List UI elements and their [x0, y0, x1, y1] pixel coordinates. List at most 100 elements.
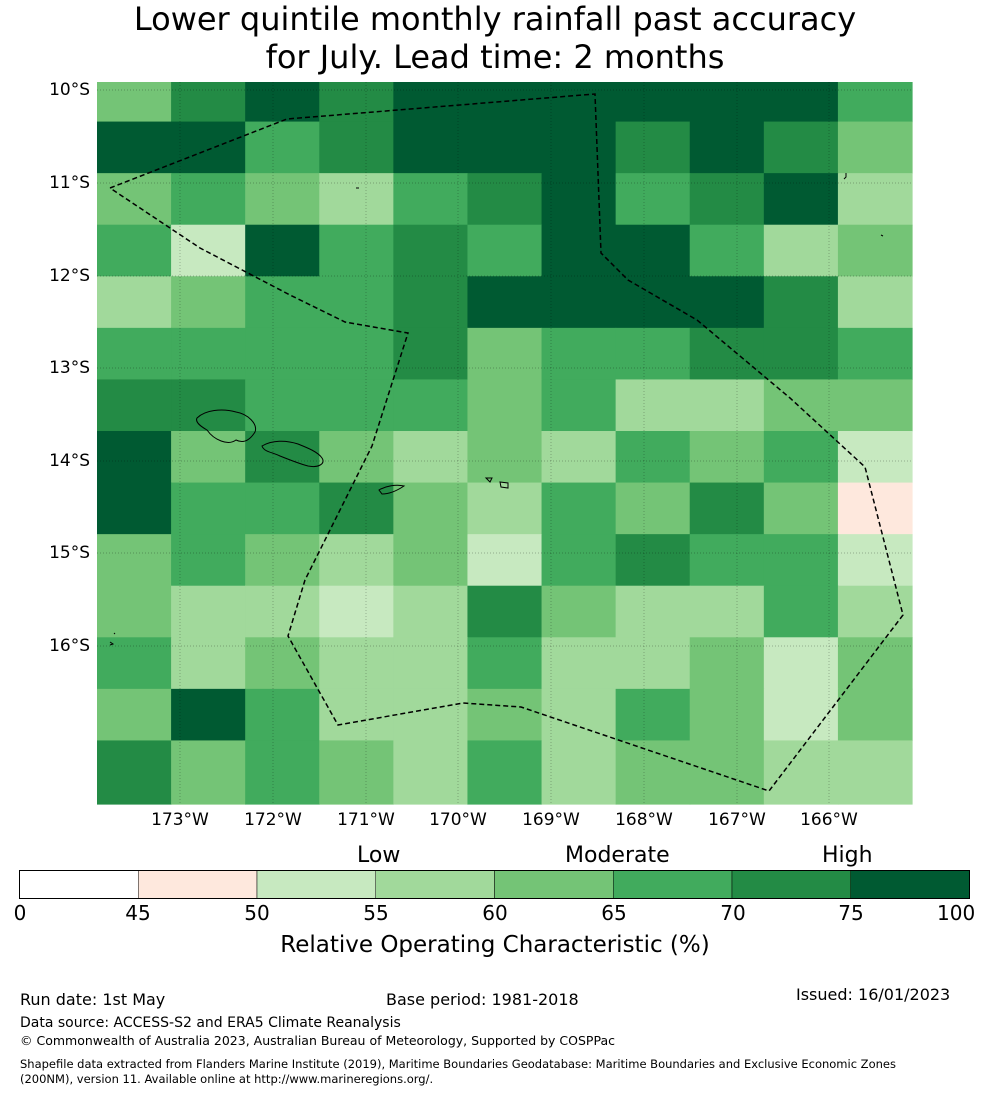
grid-cell: [615, 121, 691, 174]
grid-cell: [467, 534, 543, 587]
grid-cell: [319, 688, 394, 742]
grid-cell: [837, 534, 913, 587]
lon-label: 172°W: [244, 810, 302, 830]
grid-cell: [837, 121, 913, 174]
grid-cell: [837, 82, 913, 123]
grid-cell: [467, 82, 543, 123]
grid-cell: [837, 740, 913, 805]
grid-cell: [615, 173, 691, 226]
islet-far-east: [880, 234, 884, 237]
grid-cell: [837, 224, 913, 277]
grid-cell: [615, 482, 691, 535]
grid-cell: [393, 173, 469, 226]
lon-label: 169°W: [522, 810, 580, 830]
lon-label: 168°W: [615, 810, 673, 830]
grid-cell: [763, 637, 839, 690]
grid-cell: [467, 379, 543, 432]
grid-cell: [615, 379, 691, 432]
grid-cell: [837, 327, 913, 381]
grid-cell: [467, 482, 543, 535]
grid-cell: [467, 224, 543, 277]
lat-label: 10°S: [49, 80, 90, 100]
grid-cell: [763, 585, 839, 638]
grid-cell: [171, 121, 246, 174]
grid-cell: [837, 173, 913, 226]
grid-cell: [319, 379, 394, 432]
grid-cell: [541, 121, 617, 174]
chart-title: Lower quintile monthly rainfall past acc…: [0, 0, 990, 76]
grid-cell: [319, 482, 394, 535]
grid-cell: [689, 688, 765, 742]
grid-cell: [97, 327, 172, 381]
category-low: Low: [357, 843, 401, 868]
grid-cell: [837, 431, 913, 484]
grid-cell: [319, 173, 394, 226]
grid-cell: [541, 482, 617, 535]
grid-cell: [467, 637, 543, 690]
base-period: Base period: 1981-2018: [386, 990, 579, 1009]
grid-cell: [689, 534, 765, 587]
lat-label: 12°S: [49, 266, 90, 286]
grid-cell: [245, 379, 320, 432]
grid-cell: [245, 585, 320, 638]
grid-cell: [689, 482, 765, 535]
lon-label: 167°W: [708, 810, 766, 830]
eez-boundary: [109, 93, 904, 792]
grid-cells: [97, 82, 913, 805]
grid-cell: [97, 534, 172, 587]
grid-cell: [837, 688, 913, 742]
grid-cell: [689, 585, 765, 638]
grid-cell: [393, 585, 469, 638]
grid-cell: [467, 327, 543, 381]
grid-cell: [763, 173, 839, 226]
islet-southwest: [109, 632, 116, 646]
grid-cell: [97, 82, 172, 123]
grid-cell: [763, 688, 839, 742]
grid-cell: [393, 431, 469, 484]
grid-cell: [467, 431, 543, 484]
colorbar-tick: 50: [244, 901, 270, 925]
grid-cell: [171, 276, 246, 329]
grid-cell: [319, 534, 394, 587]
grid-cell: [689, 637, 765, 690]
lat-label: 11°S: [49, 173, 90, 193]
grid-cell: [171, 224, 246, 277]
grid-cell: [97, 585, 172, 638]
grid-cell: [467, 121, 543, 174]
colorbar-tick: 70: [720, 901, 746, 925]
data-source: Data source: ACCESS-S2 and ERA5 Climate …: [20, 1015, 401, 1031]
colorbar-tick: 55: [363, 901, 389, 925]
grid-cell: [689, 121, 765, 174]
lon-label: 171°W: [337, 810, 395, 830]
grid-cell: [171, 431, 246, 484]
colorbar-segment: [375, 870, 495, 899]
grid-cell: [763, 534, 839, 587]
lat-label: 14°S: [49, 451, 90, 471]
title-line-1: Lower quintile monthly rainfall past acc…: [133, 0, 857, 38]
grid-cell: [541, 224, 617, 277]
grid-cell: [393, 482, 469, 535]
grid-cell: [393, 327, 469, 381]
colorbar: [19, 870, 970, 899]
lon-label: 170°W: [429, 810, 487, 830]
grid-cell: [689, 379, 765, 432]
grid-cell: [171, 637, 246, 690]
grid-cell: [541, 585, 617, 638]
grid-cell: [763, 276, 839, 329]
grid-cell: [541, 82, 617, 123]
grid-cell: [393, 740, 469, 805]
run-date: Run date: 1st May: [20, 990, 166, 1009]
grid-cell: [245, 327, 320, 381]
lat-label: 16°S: [49, 636, 90, 656]
island-coastlines: [109, 173, 884, 646]
grid-cell: [689, 327, 765, 381]
colorbar-segment: [613, 870, 733, 899]
grid-cell: [837, 637, 913, 690]
grid-cell: [393, 121, 469, 174]
grid-cell: [837, 276, 913, 329]
grid-cell: [97, 121, 172, 174]
grid-cell: [467, 173, 543, 226]
grid-cell: [393, 276, 469, 329]
grid-cell: [171, 534, 246, 587]
